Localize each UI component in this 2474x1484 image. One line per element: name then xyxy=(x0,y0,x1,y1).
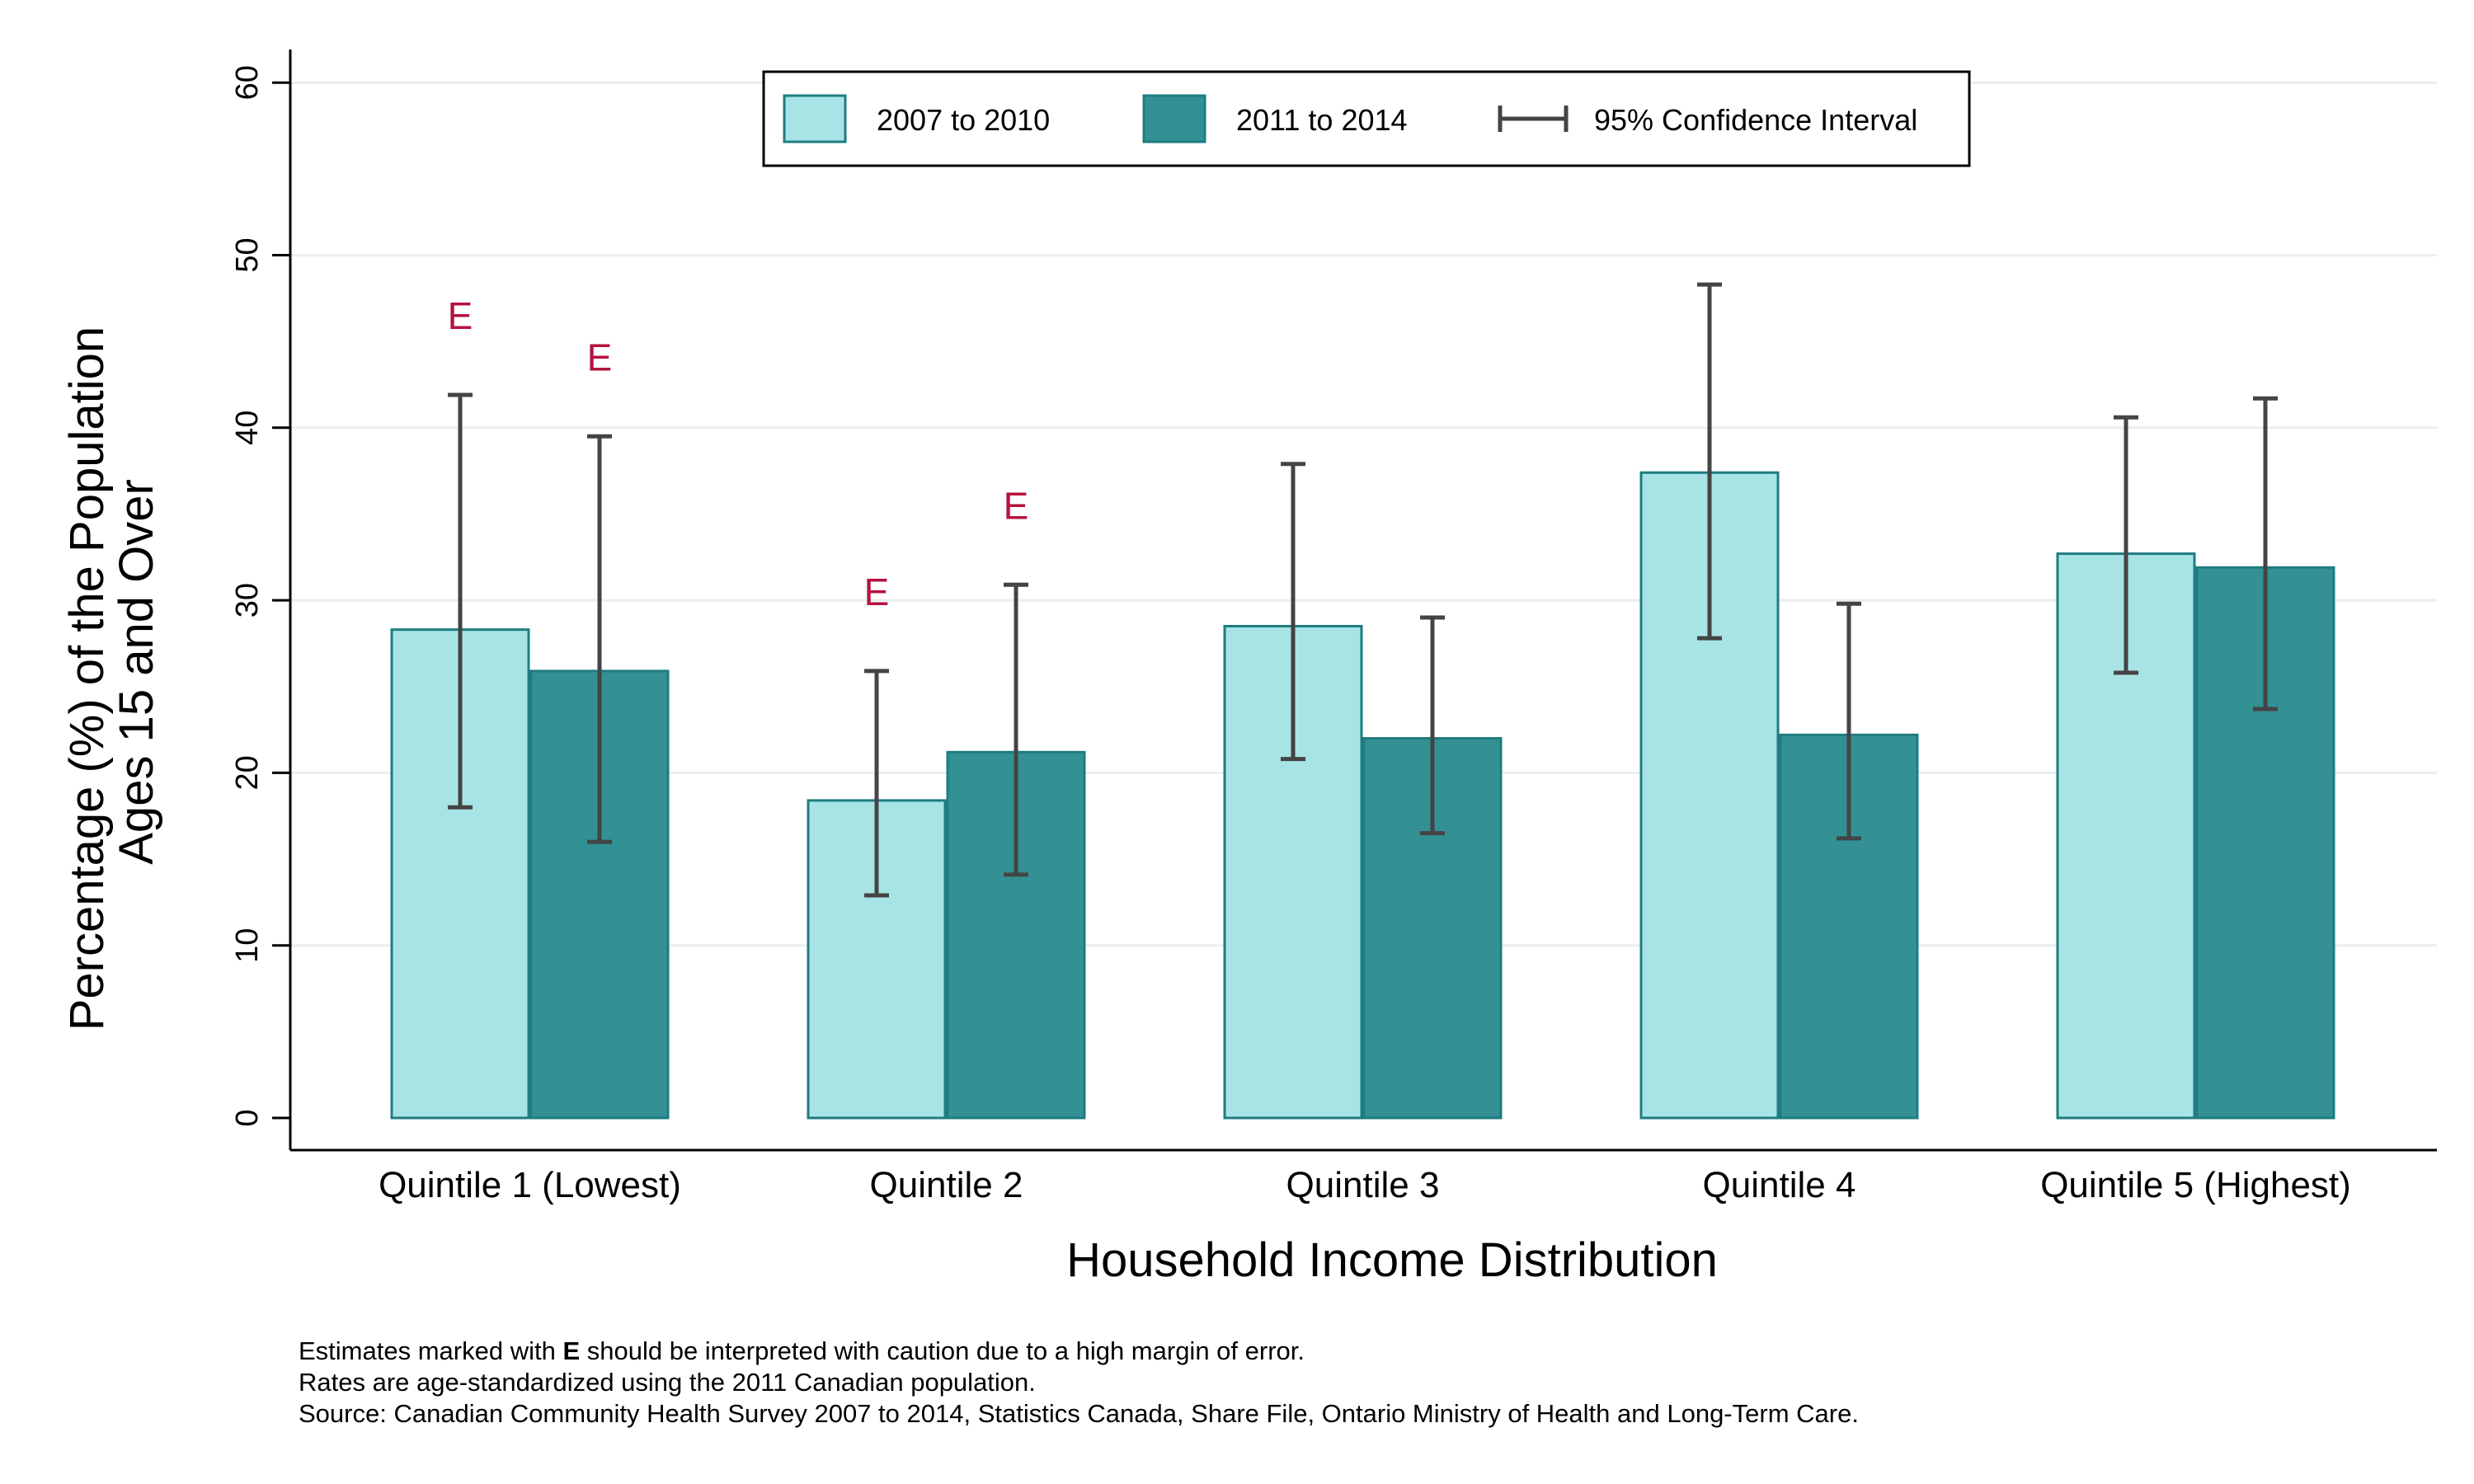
y-tick-label-0: 0 xyxy=(230,1109,265,1126)
legend-box xyxy=(762,70,1971,167)
y-tick-labels: 0 10 20 30 40 50 60 xyxy=(230,65,265,1127)
error-bar-2011-to-2014-quintile-2 xyxy=(1004,582,1028,877)
legend: 2007 to 2010 2011 to 2014 95% Confidence… xyxy=(762,70,1971,167)
y-tick-label-60: 60 xyxy=(230,65,265,100)
footnote-age-standardized: Rates are age-standardized using the 201… xyxy=(299,1368,1036,1397)
legend-label-2011-to-2014: 2011 to 2014 xyxy=(1236,103,1408,137)
y-axis-label-line-2: Ages 15 and Over xyxy=(110,479,163,865)
y-axis-label: Percentage (%) of the Population Ages 15… xyxy=(60,313,163,1031)
footnote-estimates-prefix: Estimates marked with xyxy=(299,1336,563,1365)
x-axis-label: Household Income Distribution xyxy=(1066,1233,1718,1287)
error-bar-2007-to-2010-quintile-5-highest xyxy=(2114,415,2138,675)
error-bar-2011-to-2014-quintile-5-highest xyxy=(2253,396,2278,711)
x-tick-label-quintile-4: Quintile 4 xyxy=(1703,1165,1856,1205)
legend-swatch-2007-to-2010 xyxy=(783,94,847,143)
footnote-estimates-flag: E xyxy=(562,1336,581,1365)
error-bar-2011-to-2014-quintile-4 xyxy=(1837,601,1861,841)
y-tick-label-30: 30 xyxy=(230,583,265,618)
error-bar-2011-to-2014-quintile-1-lowest xyxy=(587,434,612,844)
y-axis-label-line-1: Percentage (%) of the Population xyxy=(60,326,114,1031)
error-bar-2007-to-2010-quintile-1-lowest xyxy=(448,392,473,810)
estimate-flag-2007-to-2010-quintile-1-lowest: E xyxy=(448,294,473,337)
legend-label-2007-to-2010: 2007 to 2010 xyxy=(877,103,1050,137)
estimate-flag-2007-to-2010-quintile-2: E xyxy=(864,571,890,613)
x-tick-label-quintile-2: Quintile 2 xyxy=(870,1165,1023,1205)
x-tick-labels: Quintile 1 (Lowest) Quintile 2 Quintile 3 Q… xyxy=(379,1165,2351,1205)
error-bar-2007-to-2010-quintile-4 xyxy=(1697,282,1722,641)
legend-label-confidence-interval: 95% Confidence Interval xyxy=(1594,103,1917,137)
legend-swatch-2011-to-2014 xyxy=(1142,94,1206,143)
estimate-flags: E E E E xyxy=(448,294,1029,613)
estimate-flag-2011-to-2014-quintile-1-lowest: E xyxy=(587,336,613,378)
estimate-flag-2011-to-2014-quintile-2: E xyxy=(1004,484,1029,527)
axes xyxy=(272,49,2437,1152)
footnotes: Estimates marked with E should be interp… xyxy=(299,1336,1859,1430)
y-tick-label-20: 20 xyxy=(230,755,265,790)
error-bar-2007-to-2010-quintile-2 xyxy=(864,669,889,898)
error-bar-2011-to-2014-quintile-3 xyxy=(1420,615,1445,836)
x-tick-label-quintile-1-lowest: Quintile 1 (Lowest) xyxy=(379,1165,681,1205)
footnote-estimates: Estimates marked with E should be interp… xyxy=(299,1336,1859,1367)
error-bars xyxy=(448,282,2278,898)
footnote-estimates-suffix: should be interpreted with caution due t… xyxy=(580,1336,1305,1365)
y-tick-label-10: 10 xyxy=(230,928,265,963)
bars xyxy=(390,471,2335,1120)
x-tick-label-quintile-5-highest: Quintile 5 (Highest) xyxy=(2040,1165,2351,1205)
x-tick-label-quintile-3: Quintile 3 xyxy=(1286,1165,1440,1205)
footnote-source: Source: Canadian Community Health Survey… xyxy=(299,1399,1859,1428)
error-bar-2007-to-2010-quintile-3 xyxy=(1281,462,1305,762)
y-tick-label-40: 40 xyxy=(230,411,265,445)
legend-ci-symbol xyxy=(1498,106,1569,132)
y-tick-label-50: 50 xyxy=(230,237,265,272)
